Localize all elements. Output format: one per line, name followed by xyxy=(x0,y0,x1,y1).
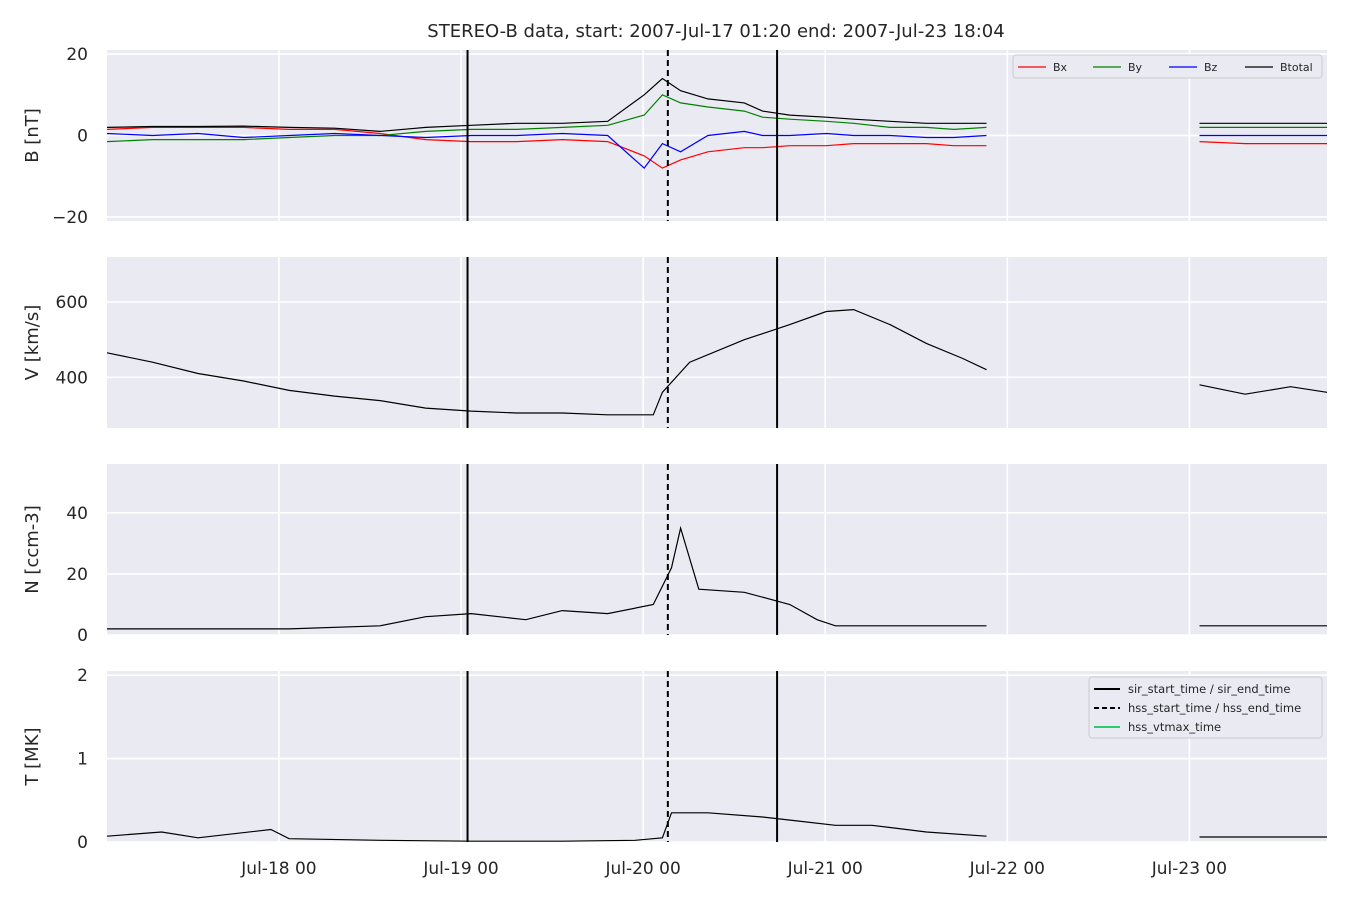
legend-label-2: hss_vtmax_time xyxy=(1128,720,1221,734)
y-axis-label-T: T [MK] xyxy=(22,727,43,786)
y-tick-label-B-2: 20 xyxy=(66,45,88,65)
panel-B: −20 0 20 B [nT] Bx By Bz Btotal xyxy=(22,45,1327,228)
y-tick-label-V-1: 600 xyxy=(56,293,88,313)
series-line-T xyxy=(106,812,987,842)
series-line-Bx-late xyxy=(1199,141,1327,145)
legend-B: Bx By Bz Btotal xyxy=(1012,54,1323,79)
series-line-N xyxy=(107,525,987,630)
x-tick-label-1: Jul-19 00 xyxy=(422,859,498,879)
panel-N: 0 20 40 N [ccm-3] xyxy=(22,464,1327,646)
y-tick-label-N-2: 40 xyxy=(66,504,88,524)
y-tick-label-N-0: 0 xyxy=(77,626,88,646)
series-line-V xyxy=(106,308,987,416)
panel-V: 400 600 V [km/s] xyxy=(22,257,1328,428)
y-tick-label-T-1: 1 xyxy=(77,750,88,770)
x-tick-label-0: Jul-18 00 xyxy=(240,859,316,879)
panel-background-V xyxy=(107,257,1327,428)
y-tick-label-T-0: 0 xyxy=(77,833,88,853)
y-tick-label-N-1: 20 xyxy=(66,565,88,585)
panel-background-N xyxy=(107,464,1327,635)
series-line-By xyxy=(106,94,987,143)
x-tick-label-3: Jul-21 00 xyxy=(787,859,863,879)
legend-label-Bz: Bz xyxy=(1204,61,1218,74)
y-tick-label-B-0: −20 xyxy=(52,208,88,228)
legend-box-B xyxy=(1012,54,1323,79)
y-tick-label-B-1: 0 xyxy=(77,127,88,147)
y-axis-label-V: V [km/s] xyxy=(22,305,43,380)
series-line-V-late xyxy=(1199,384,1328,395)
x-tick-label-2: Jul-20 00 xyxy=(604,859,680,879)
series-line-Bz xyxy=(106,130,987,169)
x-tick-label-5: Jul-23 00 xyxy=(1151,859,1227,879)
legend-label-By: By xyxy=(1128,61,1143,74)
y-axis-label-N: N [ccm-3] xyxy=(22,505,43,594)
panel-T: 0 1 2 T [MK] sir_start_time / sir_end_timehs… xyxy=(22,666,1327,853)
legend-label-Btotal: Btotal xyxy=(1280,61,1313,74)
series-line-Btotal xyxy=(106,77,987,133)
legend-label-0: sir_start_time / sir_end_time xyxy=(1128,682,1290,696)
y-tick-label-V-0: 400 xyxy=(56,368,88,388)
legend-T: sir_start_time / sir_end_time hss_start_t… xyxy=(1088,676,1323,739)
legend-box-T xyxy=(1088,676,1323,739)
y-tick-label-T-2: 2 xyxy=(77,666,88,686)
legend-label-Bx: Bx xyxy=(1053,61,1068,74)
legend-label-1: hss_start_time / hss_end_time xyxy=(1128,701,1301,715)
x-tick-label-4: Jul-22 00 xyxy=(969,859,1045,879)
y-axis-label-B: B [nT] xyxy=(22,108,43,163)
series-line-Bx xyxy=(106,126,987,169)
figure-title: STEREO-B data, start: 2007-Jul-17 01:20 … xyxy=(427,21,1004,42)
